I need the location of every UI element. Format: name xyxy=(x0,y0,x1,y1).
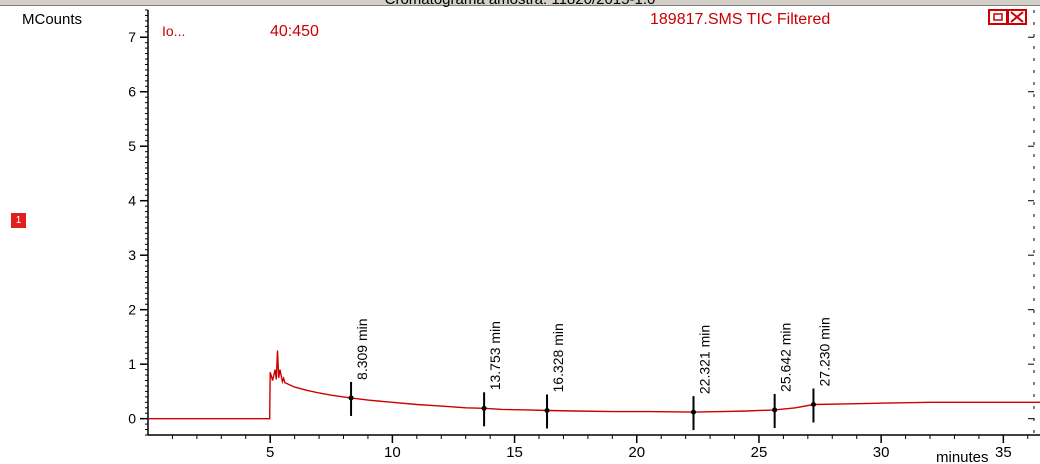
trace-number-badge[interactable]: 1 xyxy=(11,213,26,228)
y-tick-label: 6 xyxy=(128,84,136,100)
tic-trace-line xyxy=(148,350,1040,420)
peak-label: 8.309 min xyxy=(354,318,370,379)
peak-label: 27.230 min xyxy=(816,317,832,386)
peak-dot xyxy=(690,409,696,415)
series-layer xyxy=(148,350,1040,420)
y-tick-label: 1 xyxy=(128,356,136,372)
restore-icon[interactable] xyxy=(988,9,1008,25)
y-tick-label: 5 xyxy=(128,138,136,154)
peak-dot xyxy=(348,395,354,401)
chart-title: 189817.SMS TIC Filtered xyxy=(650,11,830,28)
peak-dot xyxy=(772,407,778,413)
x-axis-label: minutes xyxy=(936,449,989,464)
window-caption: Cromatograma amostra: 11820/2015-1.0 xyxy=(0,0,1040,8)
x-tick-label: 30 xyxy=(873,444,890,461)
scan-range: 40:450 xyxy=(270,23,319,40)
x-tick-label: 20 xyxy=(628,444,645,461)
peak-label: 16.328 min xyxy=(550,323,566,392)
y-tick-label: 2 xyxy=(128,302,136,318)
peak-dot xyxy=(810,401,816,407)
ticks-layer: 0 1 2 3 4 5 6 7 5 10 15 20 25 30 35 xyxy=(128,9,1034,461)
peaks-layer: 8.309 min 13.753 min 16.328 min 22.321 min 2… xyxy=(348,317,832,431)
peak-label: 13.753 min xyxy=(487,321,503,390)
y-axis-label: MCounts xyxy=(22,11,82,28)
close-icon[interactable] xyxy=(1007,9,1027,25)
window-top-bar xyxy=(0,0,1040,6)
y-tick-label: 7 xyxy=(128,29,136,45)
axes-layer xyxy=(147,10,1040,436)
peak-dot xyxy=(481,405,487,411)
x-tick-label: 5 xyxy=(266,444,274,461)
scan-label: Io... xyxy=(162,23,185,39)
x-tick-label: 10 xyxy=(384,444,401,461)
x-tick-label: 35 xyxy=(995,444,1012,461)
y-tick-label: 3 xyxy=(128,247,136,263)
peak-label: 25.642 min xyxy=(778,323,794,392)
x-tick-label: 25 xyxy=(751,444,768,461)
x-tick-label: 15 xyxy=(506,444,523,461)
peak-label: 22.321 min xyxy=(696,325,712,394)
y-tick-label: 4 xyxy=(128,193,136,209)
y-tick-label: 0 xyxy=(128,411,136,427)
peak-dot xyxy=(544,407,550,413)
